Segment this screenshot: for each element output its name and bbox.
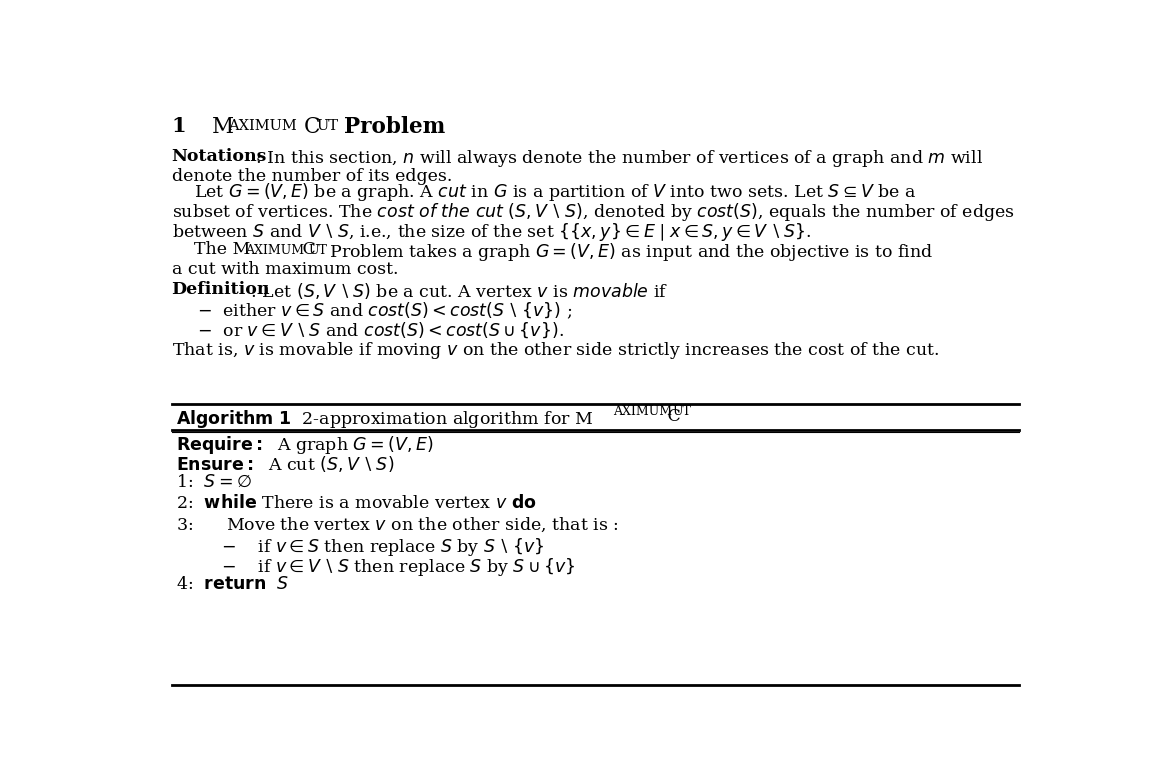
Text: between $S$ and $V \setminus S$, i.e., the size of the set $\{\{x,y\} \in E \mid: between $S$ and $V \setminus S$, i.e., t… xyxy=(171,221,811,243)
Text: AXIMUM: AXIMUM xyxy=(245,244,304,257)
Text: UT: UT xyxy=(309,244,327,257)
Text: M: M xyxy=(212,116,234,138)
Text: The M: The M xyxy=(194,242,250,258)
Text: $-$    if $v \in V \setminus S$ then replace $S$ by $S \cup \{v\}$: $-$ if $v \in V \setminus S$ then replac… xyxy=(221,556,575,578)
Text: $-$  or $v \in V \setminus S$ and $cost(S) < cost(S \cup \{v\})$.: $-$ or $v \in V \setminus S$ and $cost(S… xyxy=(197,321,563,339)
Text: Problem: Problem xyxy=(344,116,445,138)
Text: $\mathbf{Ensure:}$  A cut $(S, V \setminus S)$: $\mathbf{Ensure:}$ A cut $(S, V \setminu… xyxy=(176,454,395,474)
Text: a cut with maximum cost.: a cut with maximum cost. xyxy=(171,261,398,278)
Text: C: C xyxy=(304,116,320,138)
Text: subset of vertices. The $cost\ of\ the\ cut$ $(S, V \setminus S)$, denoted by $c: subset of vertices. The $cost\ of\ the\ … xyxy=(171,201,1015,223)
Text: C: C xyxy=(297,242,316,258)
Text: AXIMUM: AXIMUM xyxy=(613,405,672,418)
Text: 4:  $\mathbf{return}$  $S$: 4: $\mathbf{return}$ $S$ xyxy=(176,576,289,593)
Text: $-$    if $v \in S$ then replace $S$ by $S \setminus \{v\}$: $-$ if $v \in S$ then replace $S$ by $S … xyxy=(221,536,544,558)
Text: 1: 1 xyxy=(171,116,186,135)
Text: $-$  either $v \in S$ and $cost(S) < cost(S \setminus \{v\})$ ;: $-$ either $v \in S$ and $cost(S) < cost… xyxy=(197,300,572,321)
Text: AXIMUM: AXIMUM xyxy=(228,119,296,133)
Text: 2:  $\mathbf{while}$ There is a movable vertex $v$ $\mathbf{do}$: 2: $\mathbf{while}$ There is a movable v… xyxy=(176,493,537,511)
Text: Notations: Notations xyxy=(171,148,267,165)
Text: 3:      Move the vertex $v$ on the other side, that is :: 3: Move the vertex $v$ on the other side… xyxy=(176,515,619,533)
Text: $\mathbf{Algorithm\ 1}$  2-approximation algorithm for M: $\mathbf{Algorithm\ 1}$ 2-approximation … xyxy=(176,407,594,429)
Text: Let $G = (V, E)$ be a graph. A $cut$ in $G$ is a partition of $V$ into two sets.: Let $G = (V, E)$ be a graph. A $cut$ in … xyxy=(194,181,916,203)
Text: Problem takes a graph $G = (V, E)$ as input and the objective is to find: Problem takes a graph $G = (V, E)$ as in… xyxy=(324,242,933,264)
Text: denote the number of its edges.: denote the number of its edges. xyxy=(171,168,452,185)
Text: UT: UT xyxy=(316,119,338,133)
Text: : Let $(S, V \setminus S)$ be a cut. A vertex $v$ is $movable$ if: : Let $(S, V \setminus S)$ be a cut. A v… xyxy=(245,281,669,300)
Text: 1:  $S = \emptyset$: 1: $S = \emptyset$ xyxy=(176,474,252,491)
Text: That is, $v$ is movable if moving $v$ on the other side strictly increases the c: That is, $v$ is movable if moving $v$ on… xyxy=(171,340,939,361)
Text: Definition: Definition xyxy=(171,281,270,297)
Text: $\mathbf{Require:}$  A graph $G = (V, E)$: $\mathbf{Require:}$ A graph $G = (V, E)$ xyxy=(176,434,434,456)
Text: UT: UT xyxy=(672,405,692,418)
Text: C: C xyxy=(662,407,680,425)
Text: : In this section, $n$ will always denote the number of vertices of a graph and : : In this section, $n$ will always denot… xyxy=(250,148,983,169)
